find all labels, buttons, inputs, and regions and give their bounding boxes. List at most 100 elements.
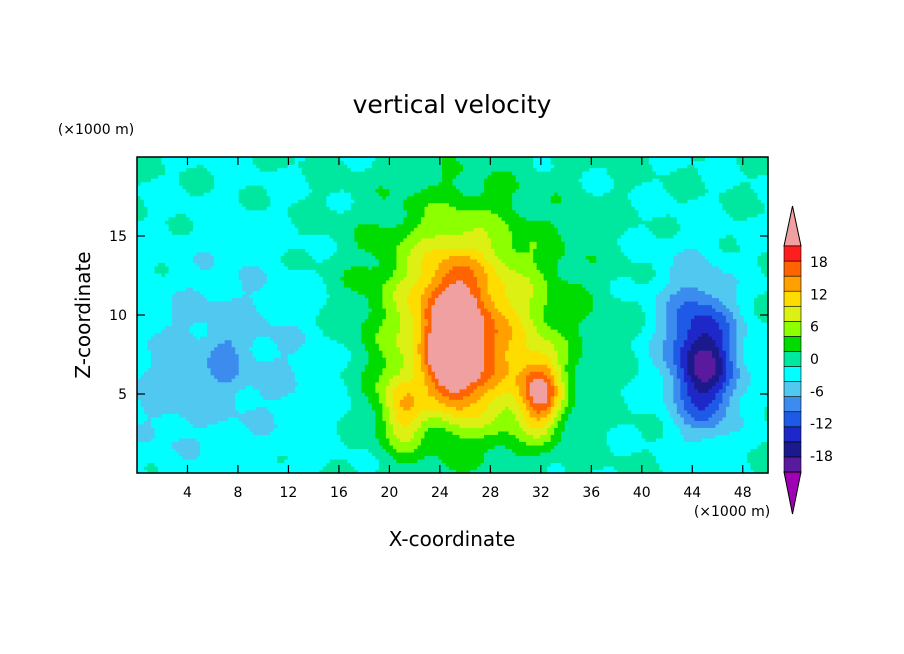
- heatmap-cell: [473, 388, 478, 393]
- heatmap-cell: [617, 420, 622, 425]
- heatmap-cell: [147, 451, 152, 457]
- heatmap-cell: [203, 399, 208, 404]
- heatmap-cell: [312, 444, 317, 450]
- heatmap-cell: [263, 455, 268, 460]
- heatmap-cell: [582, 406, 587, 411]
- heatmap-cell: [389, 406, 394, 411]
- heatmap-cell: [753, 420, 759, 425]
- heatmap-cell: [319, 448, 324, 453]
- heatmap-cell: [154, 378, 159, 383]
- heatmap-cell: [540, 430, 545, 435]
- heatmap-cell: [753, 437, 759, 442]
- heatmap-cell: [245, 427, 250, 432]
- heatmap-cell: [392, 399, 398, 404]
- heatmap-cell: [578, 399, 583, 404]
- heatmap-cell: [284, 434, 289, 439]
- heatmap-cell: [270, 374, 275, 379]
- heatmap-cell: [561, 458, 566, 464]
- heatmap-cell: [641, 420, 646, 425]
- heatmap-cell: [193, 395, 198, 400]
- heatmap-cell: [228, 385, 233, 390]
- heatmap-cell: [589, 448, 594, 453]
- heatmap-cell: [165, 423, 170, 428]
- heatmap-cell: [512, 395, 517, 400]
- heatmap-cell: [207, 469, 212, 474]
- heatmap-cell: [354, 385, 359, 390]
- heatmap-cell: [732, 406, 738, 411]
- heatmap-cell: [249, 448, 254, 453]
- heatmap-cell: [396, 469, 401, 474]
- heatmap-cell: [697, 434, 702, 439]
- heatmap-cell: [140, 406, 145, 411]
- heatmap-cell: [557, 416, 562, 421]
- heatmap-cell: [179, 469, 184, 474]
- heatmap-cell: [498, 423, 503, 428]
- heatmap-cell: [256, 455, 261, 460]
- heatmap-cell: [480, 469, 485, 474]
- heatmap-cell: [753, 441, 759, 446]
- heatmap-cell: [694, 469, 699, 474]
- heatmap-cell: [294, 416, 299, 421]
- heatmap-cell: [329, 381, 334, 386]
- heatmap-cell: [554, 465, 559, 471]
- heatmap-cell: [340, 388, 345, 393]
- heatmap-cell: [638, 441, 643, 446]
- heatmap-cell: [638, 462, 643, 467]
- heatmap-cell: [627, 427, 632, 432]
- heatmap-cell: [249, 462, 254, 467]
- heatmap-cell: [189, 388, 194, 393]
- heatmap-cell: [753, 434, 759, 439]
- heatmap-cell: [375, 374, 380, 379]
- heatmap-cell: [378, 444, 383, 450]
- heatmap-cell: [256, 416, 261, 421]
- heatmap-cell: [638, 416, 643, 421]
- heatmap-cell: [722, 420, 727, 425]
- heatmap-cell: [154, 423, 159, 428]
- heatmap-cell: [417, 458, 422, 464]
- heatmap-cell: [340, 434, 345, 439]
- heatmap-cell: [256, 374, 261, 379]
- heatmap-cell: [680, 465, 685, 471]
- heatmap-cell: [399, 462, 405, 467]
- heatmap-cell: [484, 413, 489, 418]
- heatmap-cell: [172, 458, 177, 464]
- heatmap-cell: [151, 385, 156, 390]
- heatmap-cell: [357, 378, 362, 383]
- heatmap-cell: [305, 441, 310, 446]
- heatmap-cell: [599, 381, 604, 386]
- heatmap-cell: [529, 462, 534, 467]
- heatmap-cell: [708, 455, 713, 460]
- heatmap-cell: [578, 416, 583, 421]
- heatmap-cell: [753, 469, 759, 474]
- heatmap-cell: [540, 392, 545, 397]
- heatmap-cell: [599, 469, 604, 474]
- heatmap-cell: [154, 381, 159, 386]
- heatmap-cell: [259, 458, 264, 464]
- heatmap-cell: [743, 420, 748, 425]
- heatmap-cell: [196, 395, 201, 400]
- heatmap-cell: [697, 413, 702, 418]
- heatmap-cell: [526, 374, 531, 379]
- heatmap-cell: [189, 441, 194, 446]
- heatmap-cell: [438, 413, 443, 418]
- heatmap-cell: [704, 444, 710, 450]
- heatmap-cell: [333, 451, 338, 457]
- heatmap-cell: [652, 409, 657, 414]
- heatmap-cell: [224, 406, 229, 411]
- heatmap-cell: [161, 465, 166, 471]
- heatmap-cell: [617, 455, 622, 460]
- heatmap-cell: [690, 458, 695, 464]
- heatmap-cell: [722, 427, 727, 432]
- heatmap-cell: [354, 402, 359, 407]
- heatmap-cell: [200, 465, 205, 471]
- heatmap-cell: [259, 469, 264, 474]
- heatmap-cell: [690, 378, 695, 383]
- heatmap-cell: [420, 427, 426, 432]
- heatmap-cell: [151, 374, 156, 379]
- heatmap-cell: [399, 392, 405, 397]
- heatmap-cell: [371, 437, 376, 442]
- heatmap-cell: [480, 427, 485, 432]
- heatmap-cell: [690, 462, 695, 467]
- heatmap-cell: [203, 374, 208, 379]
- heatmap-cell: [589, 441, 594, 446]
